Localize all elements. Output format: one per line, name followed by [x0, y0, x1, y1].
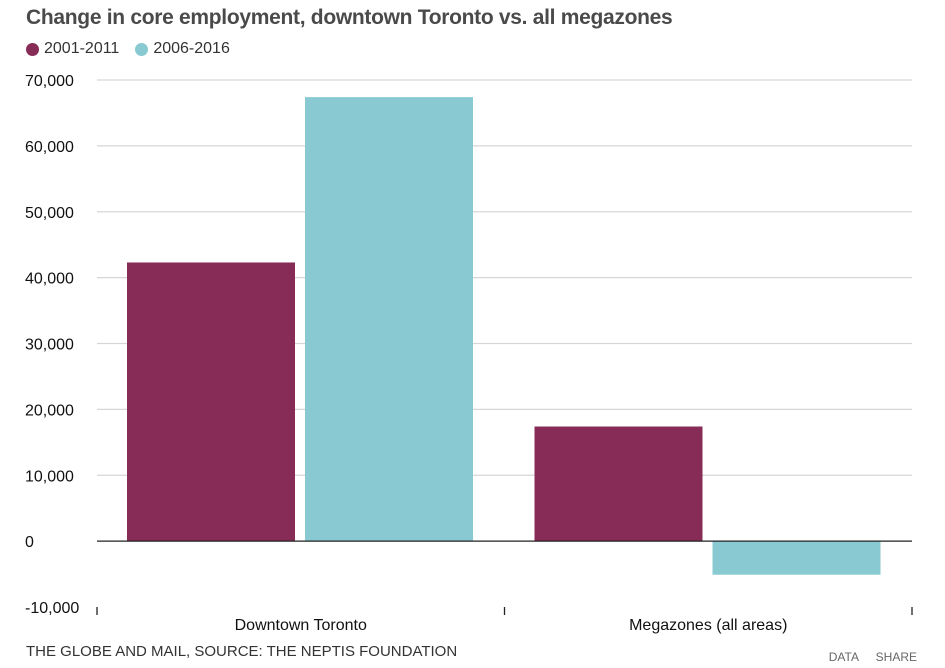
legend-swatch-series-2 — [135, 42, 149, 56]
legend: 2001-2011 2006-2016 — [26, 40, 246, 58]
bar-2-1 — [305, 97, 473, 542]
legend-item-series-2[interactable]: 2006-2016 — [135, 40, 230, 58]
x-tick-label: Megazones (all areas) — [629, 617, 787, 634]
legend-item-series-1[interactable]: 2001-2011 — [26, 40, 119, 58]
bar-2-2 — [712, 541, 881, 575]
y-tick-label: 30,000 — [25, 337, 74, 354]
data-link[interactable]: DATA — [828, 650, 859, 664]
y-tick-label: 60,000 — [25, 139, 74, 156]
y-tick-label: 50,000 — [25, 205, 74, 222]
y-tick-label: 20,000 — [25, 402, 74, 419]
legend-label-series-1: 2001-2011 — [44, 40, 120, 57]
y-tick-label: 70,000 — [25, 73, 74, 90]
legend-label-series-2: 2006-2016 — [153, 40, 230, 57]
bar-1-2 — [534, 426, 703, 542]
y-tick-label: 40,000 — [25, 271, 74, 288]
footer-links: DATA SHARE — [815, 650, 917, 664]
source-credit: THE GLOBE AND MAIL, SOURCE: THE NEPTIS F… — [26, 643, 458, 660]
y-tick-label: 10,000 — [25, 468, 74, 485]
y-tick-label: 0 — [25, 534, 34, 551]
share-link[interactable]: SHARE — [875, 650, 917, 664]
x-tick-label: Downtown Toronto — [235, 617, 367, 634]
chart-title: Change in core employment, downtown Toro… — [26, 6, 673, 29]
bar-1-1 — [127, 262, 295, 542]
legend-swatch-series-1 — [26, 42, 39, 56]
y-tick-label: -10,000 — [25, 600, 79, 617]
